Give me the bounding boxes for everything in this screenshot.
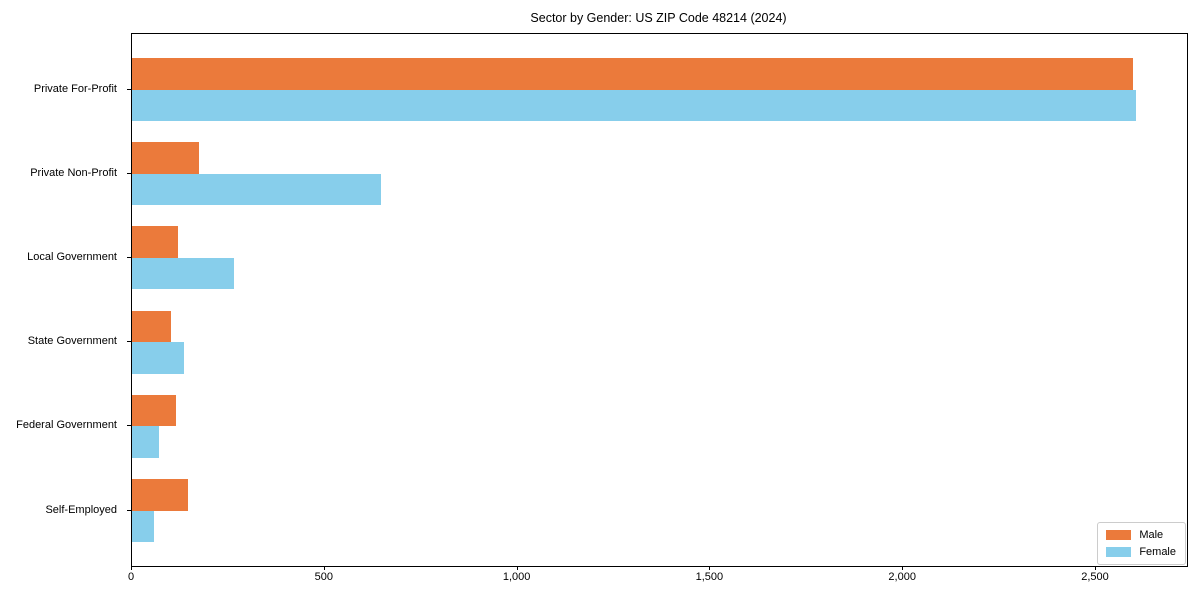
y-tick-mark xyxy=(127,341,131,343)
bar-female-local-government xyxy=(132,257,235,290)
legend: Male Female xyxy=(1097,522,1186,565)
legend-swatch-female xyxy=(1106,547,1132,557)
y-axis-label-federal-government: Federal Government xyxy=(16,419,117,432)
x-tick-mark xyxy=(1094,566,1096,570)
x-tick-mark xyxy=(902,566,904,570)
x-tick-label-1000: 1,000 xyxy=(502,571,531,583)
x-tick-mark xyxy=(131,566,132,570)
legend-entry-male: Male xyxy=(1106,529,1176,541)
bar-male-private-non-profit xyxy=(132,142,200,174)
y-axis-label-state-government: State Government xyxy=(27,335,117,348)
bar-male-private-for-profit xyxy=(132,58,1133,90)
y-axis-label-self-employed: Self-Employed xyxy=(45,503,117,516)
y-tick-mark xyxy=(127,88,131,90)
y-tick-mark xyxy=(127,425,131,427)
y-tick-mark xyxy=(127,509,131,511)
bar-female-private-for-profit xyxy=(132,89,1137,121)
y-axis-label-private-for-profit: Private For-Profit xyxy=(33,82,117,95)
y-tick-mark xyxy=(127,256,131,258)
chart-title: Sector by Gender: US ZIP Code 48214 (202… xyxy=(530,11,787,25)
bar-female-federal-government xyxy=(132,426,159,458)
plot-area xyxy=(131,33,1188,567)
bar-female-self-employed xyxy=(132,510,154,542)
x-tick-mark xyxy=(516,566,518,570)
bar-female-private-non-profit xyxy=(132,173,381,206)
x-tick-label-2500: 2,500 xyxy=(1081,571,1109,583)
bar-male-state-government xyxy=(132,310,171,343)
y-axis-label-private-non-profit: Private Non-Profit xyxy=(30,166,117,179)
x-tick-mark xyxy=(323,566,325,570)
legend-swatch-male xyxy=(1106,530,1132,540)
bar-male-local-government xyxy=(132,226,179,258)
y-tick-mark xyxy=(127,172,131,174)
x-tick-label-2000: 2,000 xyxy=(888,571,916,583)
bar-female-state-government xyxy=(132,342,185,374)
legend-label-female: Female xyxy=(1139,546,1176,558)
bar-male-federal-government xyxy=(132,394,177,427)
legend-entry-female: Female xyxy=(1106,546,1176,558)
x-tick-label-1500: 1,500 xyxy=(695,571,724,583)
bar-male-self-employed xyxy=(132,479,188,511)
legend-label-male: Male xyxy=(1139,529,1164,541)
x-tick-label-0: 0 xyxy=(127,571,135,583)
x-tick-label-500: 500 xyxy=(314,571,333,583)
x-tick-mark xyxy=(709,566,711,570)
y-axis-label-local-government: Local Government xyxy=(27,250,117,263)
